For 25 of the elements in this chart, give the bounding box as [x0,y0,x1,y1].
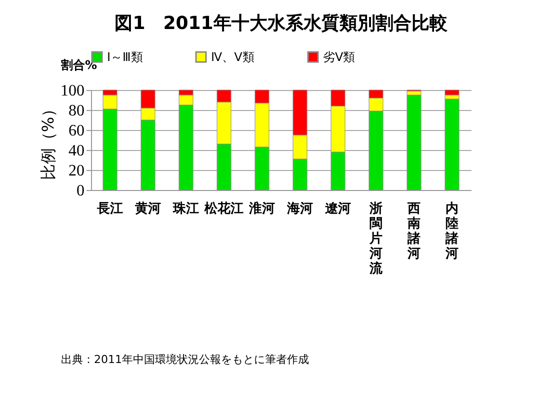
chart-title: 図1 2011年十大水系水質類別割合比較 [114,13,448,34]
y-tick-label: 20 [68,162,84,180]
x-tick-label: 淮河 [248,200,275,216]
x-tick-label: 浙閩片河流 [368,202,384,276]
x-tick-label: 西南諸河 [406,202,420,262]
y-tick-label: 60 [68,122,84,140]
source-note: 出典：2011年中国環境状況公報をもとに筆者作成 [61,353,309,366]
y-tick-label: 80 [68,102,84,120]
bar [444,90,460,96]
x-tick-label: 黄河 [134,202,161,216]
legend-label: Ⅰ～Ⅲ類 [107,50,143,64]
y-axis-title: 比例（%） [38,100,58,180]
x-tick-label: 海河 [286,202,313,216]
x-tick-label: 長江 [96,202,123,216]
x-tick-label: 松花江 [204,202,244,216]
x-tick-label: 珠江 [172,202,199,216]
y-tick-label: 0 [76,182,84,200]
bar [444,98,460,190]
x-tick-label: 遼河 [324,202,351,216]
y-tick-label: 100 [60,82,84,100]
bar [406,94,422,190]
legend-label: 劣Ⅴ類 [323,50,356,64]
y-tick-label: 40 [68,142,84,160]
x-tick-label: 内陸諸河 [444,202,458,262]
legend-label: Ⅳ、Ⅴ類 [211,50,254,64]
